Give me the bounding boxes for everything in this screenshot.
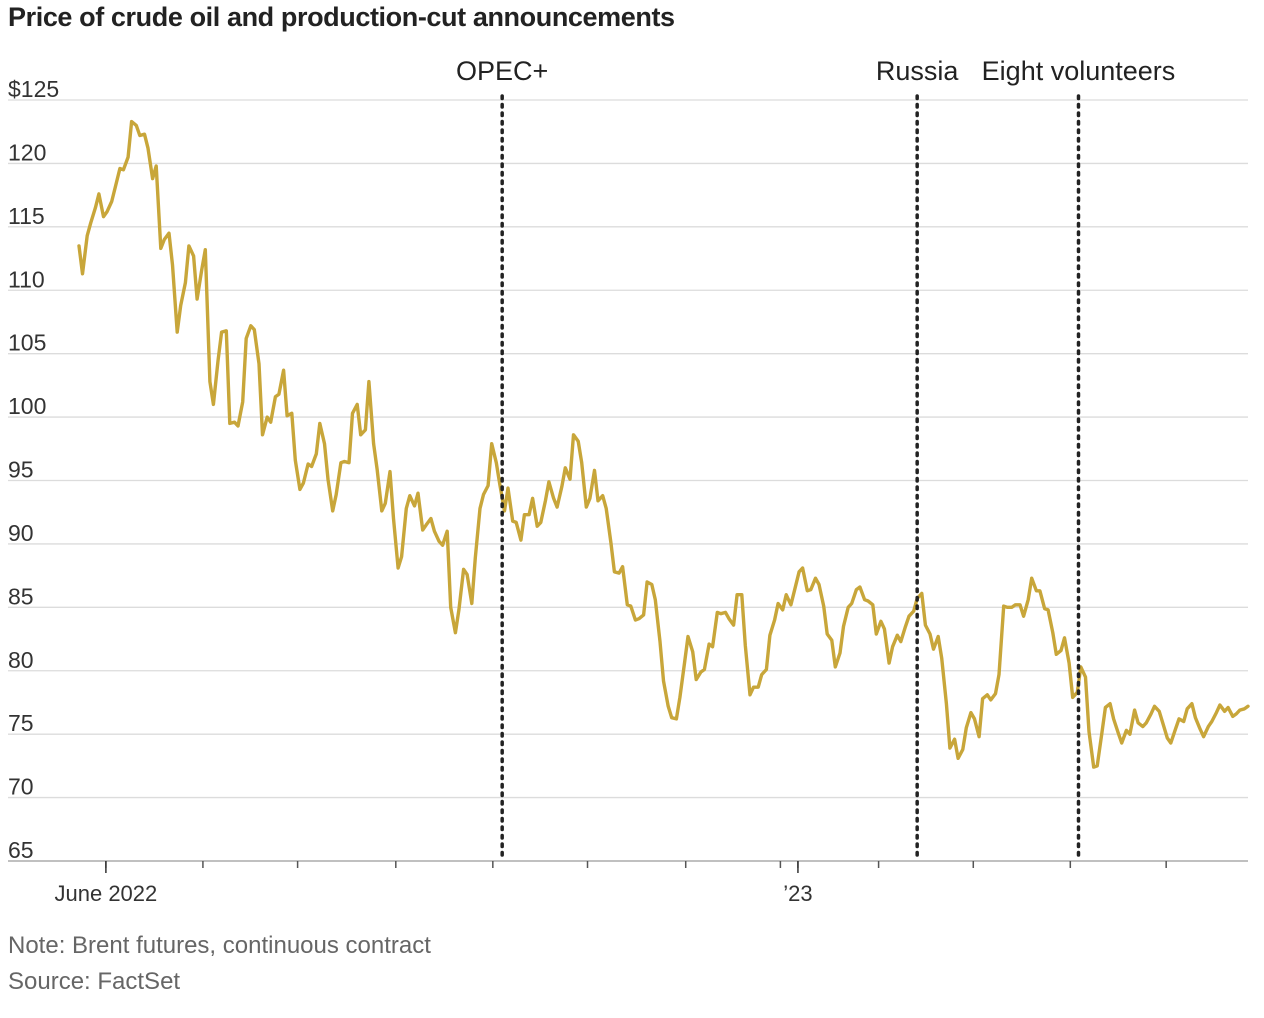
y-tick-label: 80	[8, 647, 34, 673]
series-layer	[77, 119, 1250, 769]
y-tick-label: 100	[8, 393, 46, 419]
chart-note: Note: Brent futures, continuous contract	[8, 932, 431, 959]
annotations: OPEC+ Russia Eight volunteers	[456, 56, 1176, 861]
y-tick-label: $125	[8, 76, 59, 102]
y-tick-label: 115	[8, 203, 45, 229]
y-tick-label: 85	[8, 583, 34, 609]
x-tick-label: June 2022	[55, 881, 158, 906]
series-line-0	[77, 119, 1250, 769]
y-tick-label: 65	[8, 837, 34, 863]
x-tick-label: ’23	[783, 881, 812, 906]
y-tick-label: 105	[8, 330, 46, 356]
y-axis-labels: $125 120 115 110 105 100 95 90 85 80 75 70 65	[8, 76, 59, 863]
line-chart: $125 120 115 110 105 100 95 90 85 80 75 70 65 June 2…	[8, 56, 1250, 906]
annotation-label: OPEC+	[456, 56, 548, 86]
y-tick-label: 75	[8, 710, 34, 736]
y-tick-label: 90	[8, 520, 34, 546]
x-axis: June 2022 ’23	[8, 860, 1248, 906]
y-tick-label: 70	[8, 774, 34, 800]
y-tick-label: 120	[8, 139, 46, 165]
chart-title: Price of crude oil and production-cut an…	[8, 2, 675, 32]
y-tick-label: 110	[8, 266, 45, 292]
chart-source: Source: FactSet	[8, 968, 181, 995]
y-tick-label: 95	[8, 457, 34, 483]
annotation-label: Eight volunteers	[982, 56, 1176, 86]
annotation-label: Russia	[876, 56, 960, 86]
gridlines	[8, 99, 1248, 799]
